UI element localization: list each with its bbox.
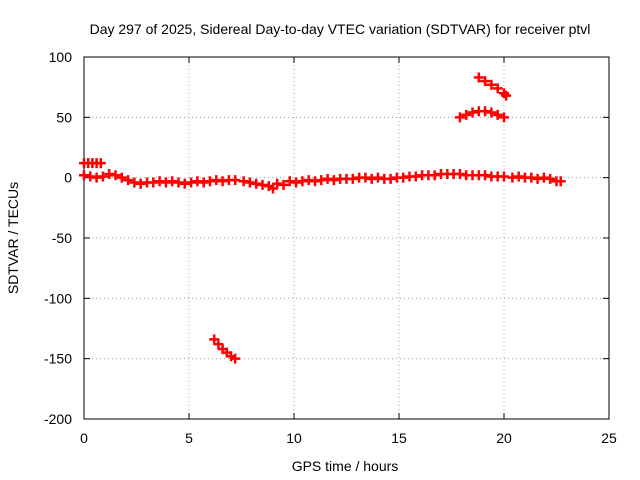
series-main-trace <box>79 169 566 194</box>
data-point <box>555 176 566 187</box>
data-point <box>545 173 556 184</box>
series-lower-segment <box>209 334 241 364</box>
data-point <box>116 172 127 183</box>
data-point <box>95 158 106 169</box>
data-point <box>501 90 512 101</box>
data-point <box>110 170 121 181</box>
y-tick-label: 50 <box>56 109 72 125</box>
x-axis-label: GPS time / hours <box>292 458 399 474</box>
y-tick-label: -100 <box>44 290 72 306</box>
x-tick-label: 25 <box>601 430 617 446</box>
data-point <box>492 83 503 94</box>
x-tick-label: 0 <box>80 430 88 446</box>
y-tick-label: -200 <box>44 411 72 427</box>
data-point <box>230 353 241 364</box>
x-tick-label: 5 <box>185 430 193 446</box>
y-tick-label: -150 <box>44 351 72 367</box>
data-points <box>79 72 566 364</box>
data-point <box>278 179 289 190</box>
data-point <box>461 109 472 120</box>
grid <box>84 57 609 419</box>
data-point <box>97 171 108 182</box>
axis-ticks: 0 5 10 15 20 25 -200 -150 -100 -50 0 50 100 <box>44 49 617 446</box>
data-point <box>486 107 497 118</box>
x-tick-label: 20 <box>496 430 512 446</box>
series-early-offset <box>79 158 106 169</box>
data-point <box>486 79 497 90</box>
series-upper-arc <box>454 106 509 123</box>
data-point <box>473 72 484 83</box>
y-tick-label: -50 <box>52 230 72 246</box>
data-point <box>230 175 241 186</box>
plot-frame <box>83 56 610 420</box>
data-point <box>499 112 509 123</box>
y-tick-label: 0 <box>64 170 72 186</box>
data-point <box>480 76 491 87</box>
data-point <box>454 112 465 123</box>
y-axis-label: SDTVAR / TECUs <box>5 182 21 294</box>
series-upper-descending <box>473 72 512 101</box>
x-tick-label: 15 <box>391 430 407 446</box>
x-tick-label: 10 <box>286 430 302 446</box>
chart-title: Day 297 of 2025, Sidereal Day-to-day VTE… <box>90 21 591 37</box>
data-point <box>123 175 134 186</box>
data-point <box>492 109 503 120</box>
y-tick-label: 100 <box>49 49 73 65</box>
data-point <box>499 171 509 182</box>
